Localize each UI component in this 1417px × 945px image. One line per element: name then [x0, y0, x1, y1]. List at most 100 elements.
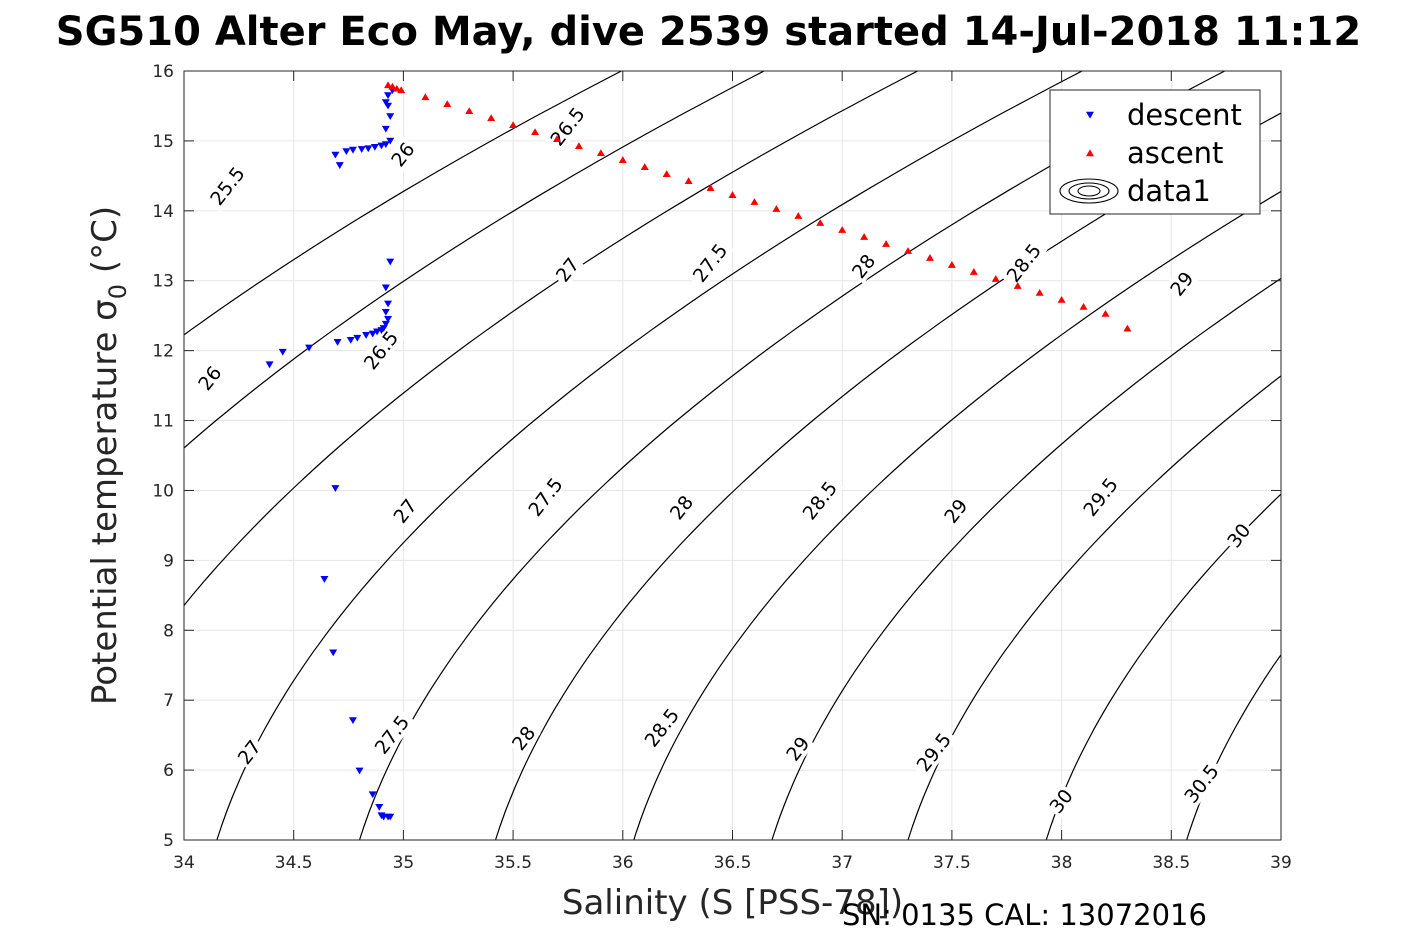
- y-tick-label: 14: [152, 202, 174, 222]
- axis-ticks: 34 34.5 35 35.5 36 36.5 37 37.5 38 38.5 39 5 6 7 8 9 10 1…: [152, 62, 1291, 873]
- ascent-point: [596, 149, 605, 156]
- contour-label: 28: [663, 489, 699, 526]
- contour-label-bg: [999, 236, 1048, 290]
- descent-point: [386, 258, 395, 266]
- contour-line: [1045, 493, 1281, 840]
- x-tick-label: 37: [831, 853, 853, 873]
- y-axis-label-subscript: 0: [104, 284, 132, 299]
- contour-line: [358, 71, 1225, 840]
- descent-point: [353, 334, 362, 342]
- contour-label-bg: [663, 489, 699, 526]
- y-axis-label-text: Potential temperature σ: [85, 299, 125, 705]
- ascent-point: [618, 156, 627, 163]
- x-tick-label: 36: [612, 853, 634, 873]
- ascent-point: [860, 233, 869, 240]
- ascent-point: [1101, 309, 1110, 317]
- descent-point: [381, 99, 390, 107]
- contour-label-text: 28: [666, 492, 698, 525]
- legend-contour-icon: [1059, 178, 1119, 204]
- ascent-point: [838, 226, 847, 233]
- ascent-point: [392, 84, 401, 92]
- contour-label-bg: [506, 720, 541, 756]
- contour-label-bg: [909, 725, 958, 779]
- descent-point: [348, 146, 357, 154]
- descent-point: [364, 145, 373, 153]
- ascent-point: [662, 170, 671, 177]
- contour-line: [184, 71, 765, 449]
- y-tick-label: 9: [163, 551, 174, 571]
- descent-point: [368, 791, 377, 799]
- contour-label: 30: [1043, 783, 1079, 819]
- descent-point: [381, 320, 390, 328]
- x-tick-label: 37.5: [933, 853, 971, 873]
- contour-label-bg: [1221, 517, 1256, 554]
- descent-point: [357, 146, 366, 153]
- contour-label: 27: [231, 734, 267, 770]
- legend-contour-icon: [1077, 185, 1101, 197]
- contour-label-text: 27: [389, 495, 421, 528]
- contour-label-text: 26: [387, 139, 419, 172]
- y-tick-label: 11: [152, 412, 174, 432]
- contour-label-bg: [231, 734, 267, 770]
- descent-point: [305, 344, 314, 352]
- y-axis-label: Potential temperature σ0 (°C): [85, 206, 132, 705]
- x-tick-label: 34.5: [275, 853, 313, 873]
- ascent-point: [969, 268, 978, 275]
- contour-line: [216, 71, 1083, 840]
- descent-point: [265, 361, 274, 369]
- y-tick-label: 15: [152, 132, 174, 152]
- descent-point: [384, 300, 393, 308]
- ascent-point: [750, 198, 759, 205]
- ascent-point: [706, 184, 715, 191]
- descent-point: [331, 485, 340, 492]
- ascent-point: [574, 142, 583, 150]
- contour-label-bg: [685, 236, 734, 290]
- x-tick-label: 38: [1051, 853, 1073, 873]
- descent-point: [333, 339, 342, 346]
- contour-line: [1186, 653, 1281, 840]
- y-tick-label: 5: [163, 831, 174, 851]
- descent-point: [342, 148, 351, 155]
- contour-label-bg: [1076, 470, 1125, 524]
- contour-label-bg: [203, 159, 252, 213]
- y-tick-label: 10: [152, 481, 174, 501]
- contour-label-text: 29: [782, 733, 814, 766]
- ascent-point: [397, 86, 406, 94]
- ascent-point: [882, 240, 891, 247]
- contour-label-bg: [356, 323, 405, 377]
- descent-point: [331, 151, 340, 159]
- contour-label: 29: [938, 492, 973, 529]
- contour-label-text: 26: [194, 362, 226, 395]
- ascent-point: [947, 261, 956, 268]
- legend-contour-icon: [1068, 182, 1110, 200]
- y-tick-label: 16: [152, 62, 174, 82]
- descent-point: [386, 113, 395, 121]
- legend-ascent-label: ascent: [1127, 136, 1223, 170]
- contour-label-bg: [385, 136, 420, 173]
- contour-label: 28.5: [999, 236, 1048, 290]
- contour-label-bg: [1043, 783, 1079, 819]
- contour-label: 27: [387, 492, 423, 529]
- descent-point: [377, 142, 386, 150]
- ascent-point: [640, 163, 649, 170]
- y-tick-label: 13: [152, 272, 174, 292]
- contour-label: 27.5: [685, 236, 734, 290]
- legend-descent-label: descent: [1127, 98, 1242, 132]
- x-tick-label: 36.5: [714, 853, 752, 873]
- ascent-point: [1035, 289, 1044, 296]
- y-tick-label: 12: [152, 342, 174, 362]
- contour-label-bg: [367, 708, 416, 761]
- contour-label: 25.5: [203, 159, 252, 213]
- contour-label-bg: [637, 701, 686, 754]
- contour-label-text: 30: [1045, 785, 1077, 818]
- contour-label-bg: [795, 473, 844, 527]
- contour-label-bg: [549, 251, 585, 288]
- chart-title: SG510 Alter Eco May, dive 2539 started 1…: [55, 9, 1362, 55]
- descent-point: [368, 330, 377, 338]
- x-tick-label: 35.5: [494, 853, 532, 873]
- contour-label-bg: [1177, 757, 1226, 810]
- x-axis-label: Salinity (S [PSS-78]): [562, 883, 903, 923]
- descent-point: [373, 328, 382, 336]
- contour-label: 30.5: [1177, 757, 1226, 810]
